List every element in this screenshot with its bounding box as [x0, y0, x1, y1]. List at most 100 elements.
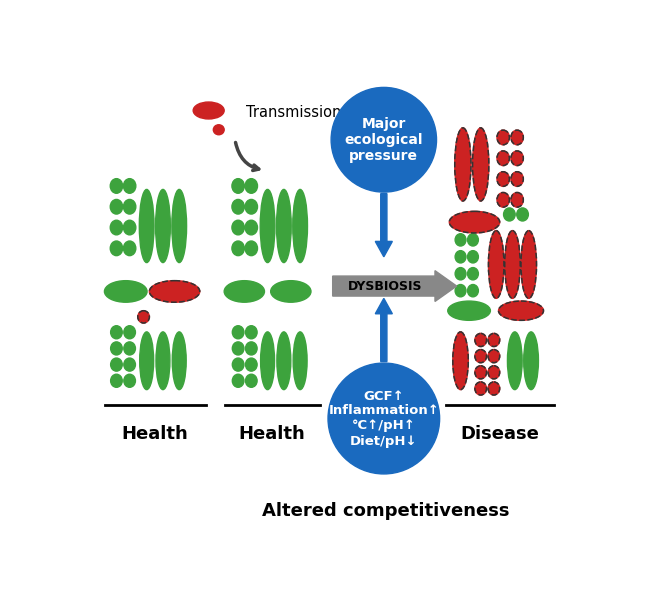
Ellipse shape — [505, 230, 520, 298]
Ellipse shape — [467, 284, 478, 297]
Ellipse shape — [150, 281, 200, 302]
Ellipse shape — [475, 382, 487, 395]
Ellipse shape — [110, 342, 122, 355]
Ellipse shape — [245, 199, 257, 214]
Ellipse shape — [172, 332, 186, 389]
Ellipse shape — [524, 332, 539, 389]
Ellipse shape — [232, 220, 244, 235]
Ellipse shape — [453, 332, 468, 389]
Ellipse shape — [271, 281, 311, 302]
Ellipse shape — [455, 284, 466, 297]
Text: Health: Health — [122, 425, 189, 443]
FancyArrow shape — [332, 271, 457, 301]
Ellipse shape — [232, 358, 244, 371]
Ellipse shape — [156, 190, 170, 263]
Text: DYSBIOSIS: DYSBIOSIS — [348, 280, 423, 293]
Ellipse shape — [511, 151, 523, 166]
Ellipse shape — [232, 179, 244, 193]
Ellipse shape — [110, 179, 122, 193]
Ellipse shape — [232, 374, 244, 388]
Ellipse shape — [124, 220, 136, 235]
Ellipse shape — [475, 334, 487, 347]
Ellipse shape — [138, 311, 150, 323]
Ellipse shape — [475, 350, 487, 362]
FancyArrow shape — [375, 298, 392, 362]
Ellipse shape — [475, 366, 487, 379]
Circle shape — [331, 88, 436, 192]
Circle shape — [328, 363, 440, 474]
Ellipse shape — [232, 342, 244, 355]
Ellipse shape — [450, 211, 499, 233]
Ellipse shape — [499, 301, 543, 320]
Ellipse shape — [497, 130, 509, 145]
Text: Transmission: Transmission — [246, 104, 341, 119]
Ellipse shape — [124, 374, 136, 388]
Ellipse shape — [213, 125, 224, 135]
Ellipse shape — [511, 193, 523, 207]
Text: GCF↑
Inflammation↑
°C↑/pH↑
Diet/pH↓: GCF↑ Inflammation↑ °C↑/pH↑ Diet/pH↓ — [329, 389, 440, 448]
FancyArrow shape — [375, 194, 392, 257]
Ellipse shape — [455, 251, 466, 263]
Ellipse shape — [104, 281, 147, 302]
Ellipse shape — [488, 382, 499, 395]
Ellipse shape — [110, 199, 122, 214]
Ellipse shape — [124, 199, 136, 214]
Ellipse shape — [124, 358, 136, 371]
Ellipse shape — [455, 268, 466, 280]
Ellipse shape — [110, 326, 122, 339]
Ellipse shape — [124, 179, 136, 193]
Ellipse shape — [224, 281, 265, 302]
Text: Altered competitiveness: Altered competitiveness — [261, 502, 509, 520]
Ellipse shape — [455, 128, 471, 201]
Ellipse shape — [110, 220, 122, 235]
Ellipse shape — [172, 190, 187, 263]
Ellipse shape — [245, 358, 257, 371]
Ellipse shape — [488, 350, 499, 362]
Ellipse shape — [110, 374, 122, 388]
Ellipse shape — [232, 199, 244, 214]
Ellipse shape — [245, 342, 257, 355]
Ellipse shape — [156, 332, 170, 389]
Ellipse shape — [124, 241, 136, 256]
Ellipse shape — [448, 301, 490, 320]
Ellipse shape — [497, 172, 509, 187]
Ellipse shape — [488, 366, 499, 379]
Ellipse shape — [110, 241, 122, 256]
Ellipse shape — [139, 190, 154, 263]
Ellipse shape — [193, 102, 224, 119]
Ellipse shape — [455, 233, 466, 246]
Ellipse shape — [488, 334, 499, 347]
Ellipse shape — [467, 233, 478, 246]
Ellipse shape — [261, 332, 275, 389]
Ellipse shape — [467, 251, 478, 263]
Ellipse shape — [293, 332, 307, 389]
Text: Health: Health — [239, 425, 306, 443]
Ellipse shape — [473, 128, 489, 201]
Ellipse shape — [232, 241, 244, 256]
Ellipse shape — [277, 190, 291, 263]
Ellipse shape — [245, 220, 257, 235]
Ellipse shape — [124, 326, 136, 339]
Ellipse shape — [511, 130, 523, 145]
Ellipse shape — [140, 332, 154, 389]
Ellipse shape — [277, 332, 291, 389]
Text: Major
ecological
pressure: Major ecological pressure — [344, 116, 423, 163]
Ellipse shape — [503, 208, 515, 221]
Text: Disease: Disease — [461, 425, 539, 443]
Ellipse shape — [511, 172, 523, 187]
Ellipse shape — [124, 342, 136, 355]
Ellipse shape — [245, 374, 257, 388]
Ellipse shape — [245, 179, 257, 193]
Ellipse shape — [110, 358, 122, 371]
Ellipse shape — [260, 190, 275, 263]
Ellipse shape — [245, 241, 257, 256]
Ellipse shape — [521, 230, 537, 298]
Ellipse shape — [507, 332, 522, 389]
Ellipse shape — [517, 208, 529, 221]
Ellipse shape — [245, 326, 257, 339]
Ellipse shape — [293, 190, 307, 263]
Ellipse shape — [489, 230, 504, 298]
Ellipse shape — [497, 151, 509, 166]
Ellipse shape — [467, 268, 478, 280]
Ellipse shape — [232, 326, 244, 339]
